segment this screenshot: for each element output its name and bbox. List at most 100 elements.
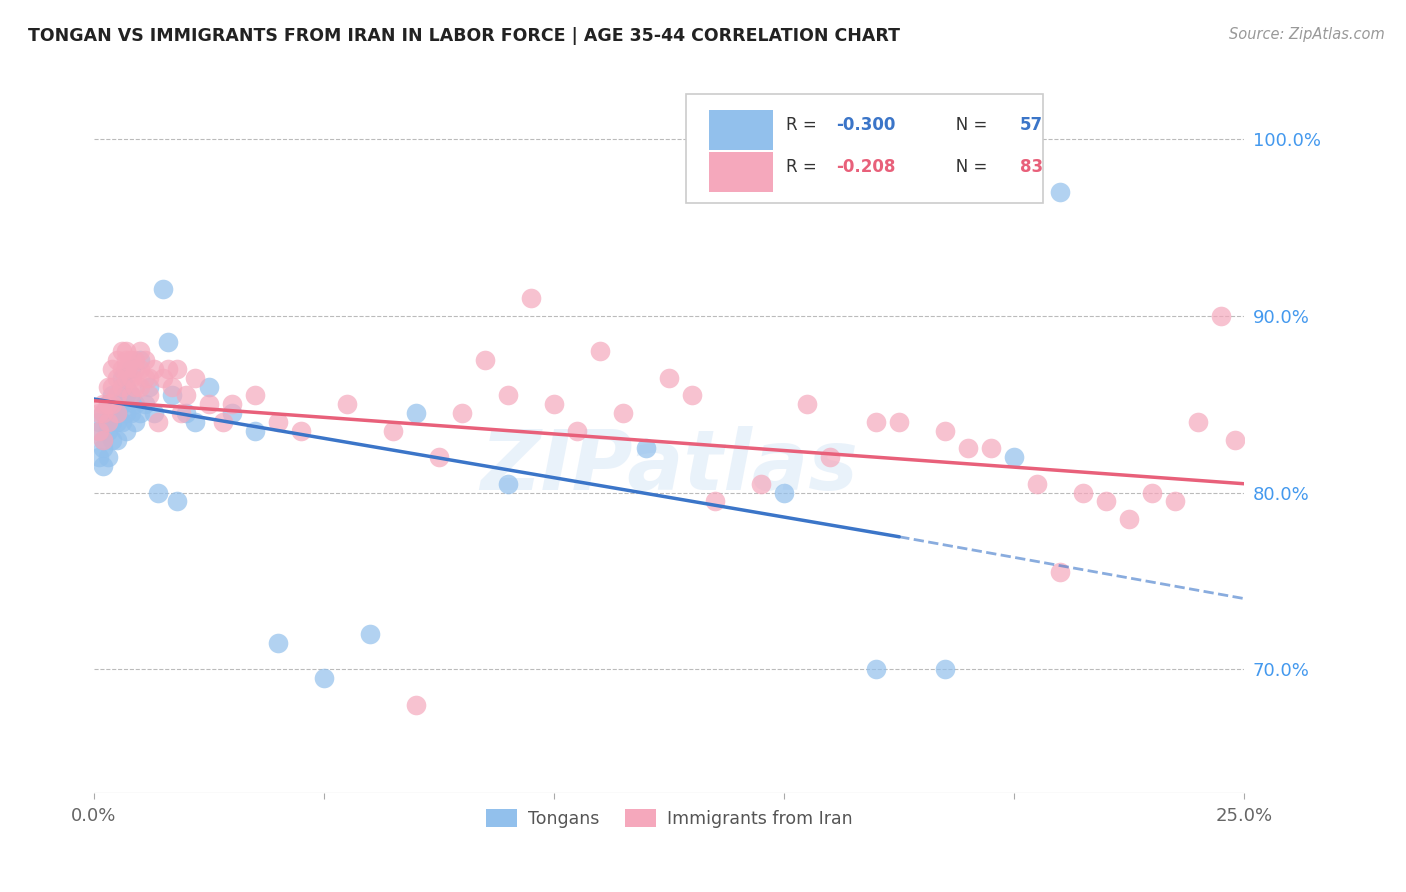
Point	[134, 370, 156, 384]
Point	[97, 397, 120, 411]
Point	[980, 442, 1002, 456]
Point	[749, 476, 772, 491]
Point	[170, 406, 193, 420]
Point	[382, 424, 405, 438]
Point	[91, 406, 114, 420]
Point	[124, 379, 146, 393]
Point	[115, 379, 138, 393]
Point	[110, 344, 132, 359]
Text: TONGAN VS IMMIGRANTS FROM IRAN IN LABOR FORCE | AGE 35-44 CORRELATION CHART: TONGAN VS IMMIGRANTS FROM IRAN IN LABOR …	[28, 27, 900, 45]
Point	[97, 379, 120, 393]
Point	[166, 494, 188, 508]
Point	[129, 406, 152, 420]
Point	[612, 406, 634, 420]
Point	[115, 353, 138, 368]
Point	[91, 406, 114, 420]
Point	[1026, 476, 1049, 491]
Text: 57: 57	[1019, 116, 1043, 134]
Point	[1142, 485, 1164, 500]
Point	[115, 344, 138, 359]
Point	[1049, 185, 1071, 199]
Point	[889, 415, 911, 429]
Point	[101, 379, 124, 393]
Point	[134, 397, 156, 411]
Point	[87, 424, 110, 438]
Point	[865, 415, 887, 429]
Point	[160, 388, 183, 402]
Point	[129, 353, 152, 368]
Point	[110, 362, 132, 376]
Point	[97, 450, 120, 465]
Point	[105, 433, 128, 447]
Point	[105, 415, 128, 429]
Point	[105, 406, 128, 420]
Text: Source: ZipAtlas.com: Source: ZipAtlas.com	[1229, 27, 1385, 42]
Point	[221, 397, 243, 411]
Point	[496, 476, 519, 491]
Point	[267, 415, 290, 429]
Point	[1118, 512, 1140, 526]
Point	[211, 415, 233, 429]
Point	[704, 494, 727, 508]
Point	[520, 291, 543, 305]
Point	[101, 362, 124, 376]
Point	[243, 388, 266, 402]
Bar	[710, 110, 773, 150]
Point	[1095, 494, 1118, 508]
Point	[138, 370, 160, 384]
Point	[124, 362, 146, 376]
Point	[474, 353, 496, 368]
Point	[120, 388, 142, 402]
Point	[1187, 415, 1209, 429]
Point	[773, 485, 796, 500]
Point	[97, 415, 120, 429]
Point	[1223, 433, 1246, 447]
Point	[427, 450, 450, 465]
Point	[134, 353, 156, 368]
Point	[160, 379, 183, 393]
Point	[681, 388, 703, 402]
Point	[124, 353, 146, 368]
Point	[115, 388, 138, 402]
Point	[91, 433, 114, 447]
Point	[105, 388, 128, 402]
Point	[97, 397, 120, 411]
Text: N =: N =	[939, 158, 993, 176]
Point	[142, 406, 165, 420]
Point	[148, 485, 170, 500]
Point	[115, 424, 138, 438]
Point	[120, 362, 142, 376]
Point	[101, 433, 124, 447]
Point	[152, 370, 174, 384]
Point	[101, 397, 124, 411]
Text: ZIPatlas: ZIPatlas	[481, 426, 858, 508]
Point	[543, 397, 565, 411]
Point	[184, 370, 207, 384]
Point	[91, 459, 114, 474]
Point	[105, 406, 128, 420]
Point	[101, 406, 124, 420]
Point	[405, 406, 427, 420]
Point	[124, 397, 146, 411]
Point	[1211, 309, 1233, 323]
Point	[110, 397, 132, 411]
Text: 83: 83	[1019, 158, 1043, 176]
Point	[87, 450, 110, 465]
Point	[120, 370, 142, 384]
Point	[87, 415, 110, 429]
FancyBboxPatch shape	[686, 94, 1043, 202]
Bar	[710, 152, 773, 192]
Text: -0.208: -0.208	[837, 158, 896, 176]
Point	[589, 344, 612, 359]
Point	[174, 406, 197, 420]
Point	[957, 442, 980, 456]
Point	[312, 671, 335, 685]
Point	[658, 370, 681, 384]
Point	[142, 362, 165, 376]
Point	[156, 335, 179, 350]
Point	[110, 370, 132, 384]
Point	[105, 397, 128, 411]
Point	[1049, 565, 1071, 579]
Point	[120, 388, 142, 402]
Point	[120, 406, 142, 420]
